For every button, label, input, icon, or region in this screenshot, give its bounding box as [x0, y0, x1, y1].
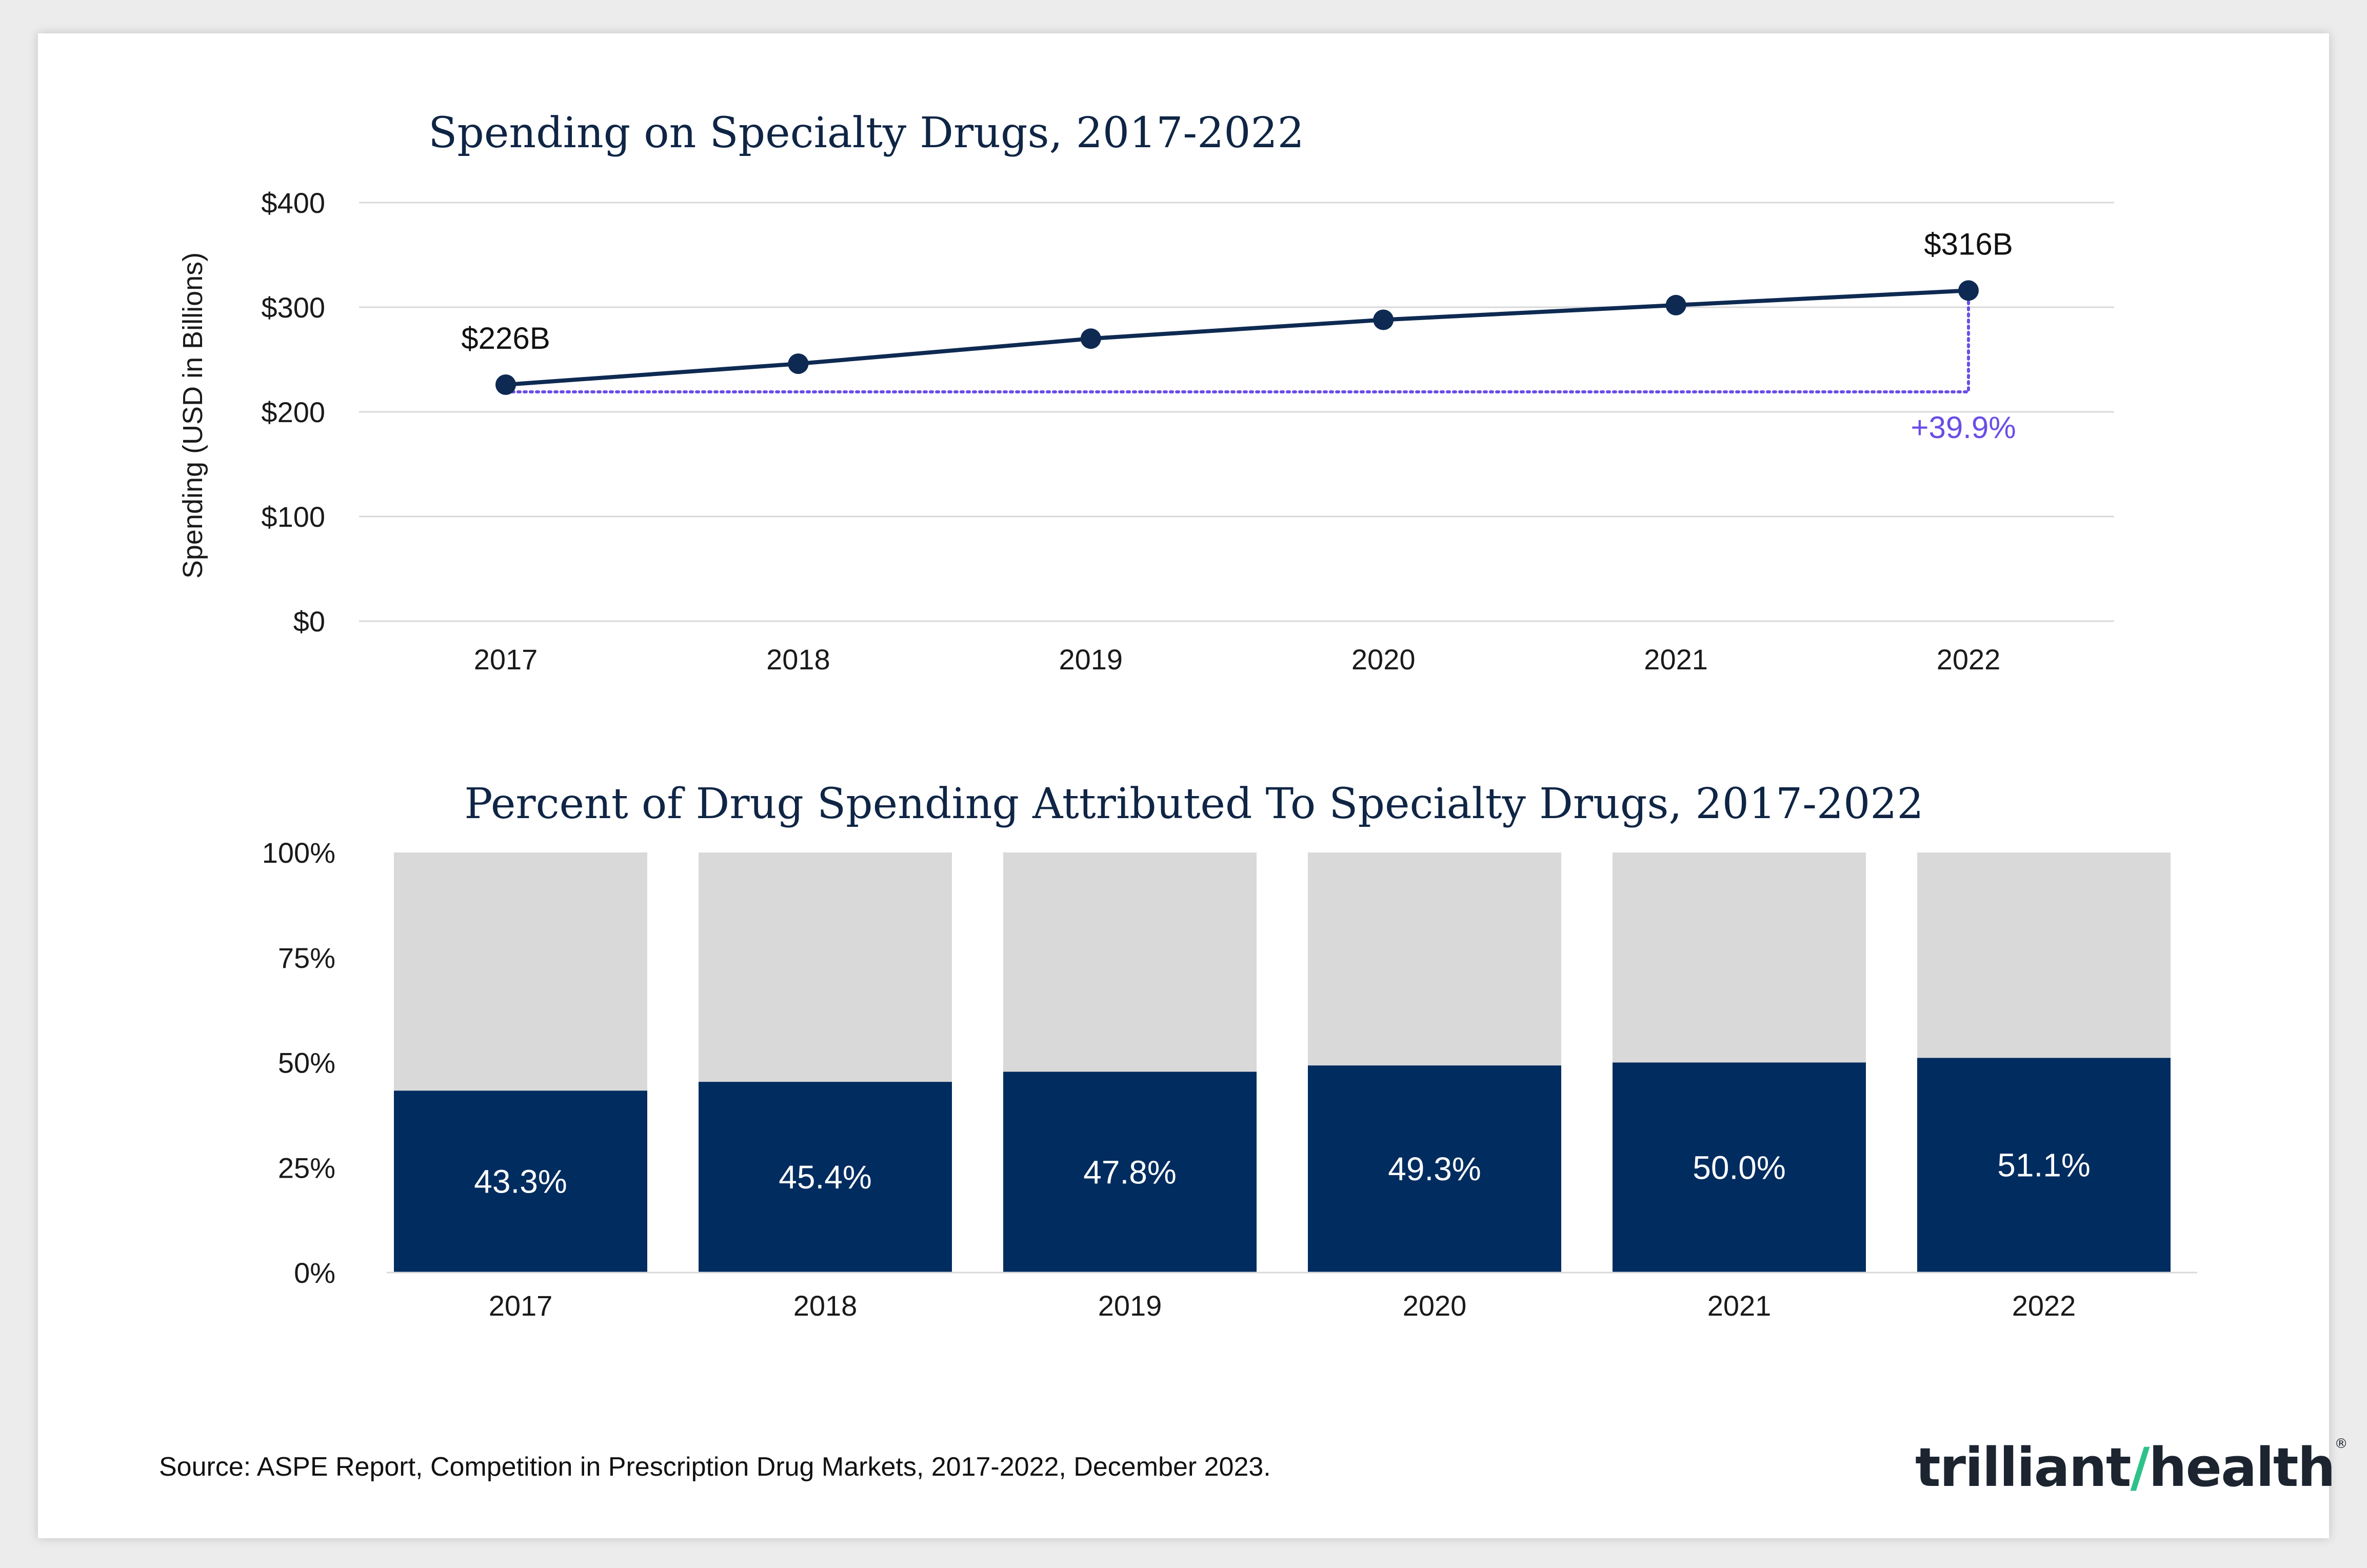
start-value-label: $226B: [461, 321, 550, 355]
x-tick-label: 2020: [1351, 643, 1416, 676]
bar-specialty-drugs: [1003, 1071, 1257, 1273]
bar-data-label: 43.3%: [474, 1163, 567, 1200]
logo-text-health: health: [2149, 1436, 2336, 1499]
bar-data-label: 47.8%: [1083, 1154, 1176, 1190]
x-tick-label: 2018: [793, 1289, 858, 1322]
source-note: Source: ASPE Report, Competition in Pres…: [159, 1452, 1271, 1482]
y-tick-label: 75%: [278, 942, 335, 974]
x-tick-label: 2017: [489, 1289, 553, 1322]
y-tick-label: 50%: [278, 1047, 335, 1079]
change-bracket: [504, 289, 1970, 393]
data-point: [788, 353, 809, 374]
bar-specialty-drugs: [1917, 1058, 2171, 1273]
end-value-label: $316B: [1924, 227, 2013, 261]
y-tick-label: 25%: [278, 1152, 335, 1184]
y-tick-label: $100: [261, 501, 325, 533]
bar-chart-title: Percent of Drug Spending Attributed To S…: [464, 780, 1923, 828]
x-tick-label: 2021: [1644, 643, 1708, 676]
bar-other-drugs: [699, 852, 952, 1082]
bar-data-label: 45.4%: [779, 1159, 871, 1196]
trilliant-health-logo: trilliant/health®: [1915, 1436, 2348, 1499]
line-chart-change-annotation: [504, 289, 1970, 393]
bar-data-label: 51.1%: [1997, 1147, 2090, 1184]
line-chart-title: Spending on Specialty Drugs, 2017-2022: [428, 109, 1304, 157]
data-point: [1665, 294, 1686, 315]
line-chart-x-ticks: 2017 2018 2019 2020 2021 2022: [474, 643, 2001, 676]
series-line: [505, 288, 1969, 387]
y-tick-label: $0: [293, 605, 325, 638]
logo-text-trilliant: trilliant: [1915, 1436, 2132, 1499]
x-tick-label: 2022: [2012, 1289, 2076, 1322]
charts-canvas: Spending on Specialty Drugs, 2017-2022 S…: [177, 109, 2197, 1322]
data-point: [1958, 280, 1979, 301]
bar-other-drugs: [1613, 852, 1866, 1063]
line-chart: Spending on Specialty Drugs, 2017-2022 S…: [177, 109, 2114, 676]
bar-specialty-drugs: [699, 1082, 952, 1273]
bar-specialty-drugs: [1613, 1062, 1866, 1273]
bar-specialty-drugs: [1308, 1065, 1561, 1273]
line-chart-gridlines: [359, 202, 2114, 622]
bar-other-drugs: [1003, 852, 1257, 1072]
data-point: [1373, 309, 1394, 330]
bar-other-drugs: [394, 852, 647, 1091]
data-point: [1080, 328, 1101, 349]
figure-card: Spending on Specialty Drugs, 2017-2022 S…: [38, 33, 2348, 1538]
x-tick-label: 2017: [474, 643, 538, 676]
bar-data-label: 49.3%: [1388, 1150, 1481, 1187]
bar-data-label: 50.0%: [1693, 1149, 1785, 1186]
x-tick-label: 2018: [766, 643, 830, 676]
logo-swoosh-icon: /: [2130, 1436, 2150, 1499]
y-tick-label: $300: [261, 291, 325, 324]
y-tick-label: $400: [261, 187, 325, 219]
data-point: [495, 374, 516, 395]
line-chart-y-ticks: $0 $100 $200 $300 $400: [261, 187, 325, 638]
bar-other-drugs: [1917, 852, 2171, 1058]
bar-chart-x-ticks: 2017 2018 2019 2020 2021 2022: [489, 1289, 2076, 1322]
y-tick-label: 0%: [294, 1257, 335, 1289]
x-tick-label: 2019: [1059, 643, 1123, 676]
x-tick-label: 2021: [1707, 1289, 1772, 1322]
bar-other-drugs: [1308, 852, 1561, 1066]
bar-chart-y-ticks: 0% 25% 50% 75% 100%: [262, 837, 335, 1289]
line-chart-series: [495, 280, 1979, 395]
x-tick-label: 2019: [1098, 1289, 1162, 1322]
bar-specialty-drugs: [394, 1090, 647, 1273]
y-tick-label: $200: [261, 396, 325, 428]
percent-change-label: +39.9%: [1911, 410, 2016, 445]
y-tick-label: 100%: [262, 837, 335, 869]
x-tick-label: 2020: [1403, 1289, 1467, 1322]
bar-chart-bars: 43.3% 45.4% 47.8% 49.3% 50.0% 51.1%: [387, 852, 2197, 1274]
line-chart-ylabel: Spending (USD in Billions): [177, 252, 208, 579]
trademark-symbol: ®: [2334, 1436, 2348, 1452]
x-tick-label: 2022: [1937, 643, 2001, 676]
stacked-bar-chart: Percent of Drug Spending Attributed To S…: [262, 780, 2197, 1322]
